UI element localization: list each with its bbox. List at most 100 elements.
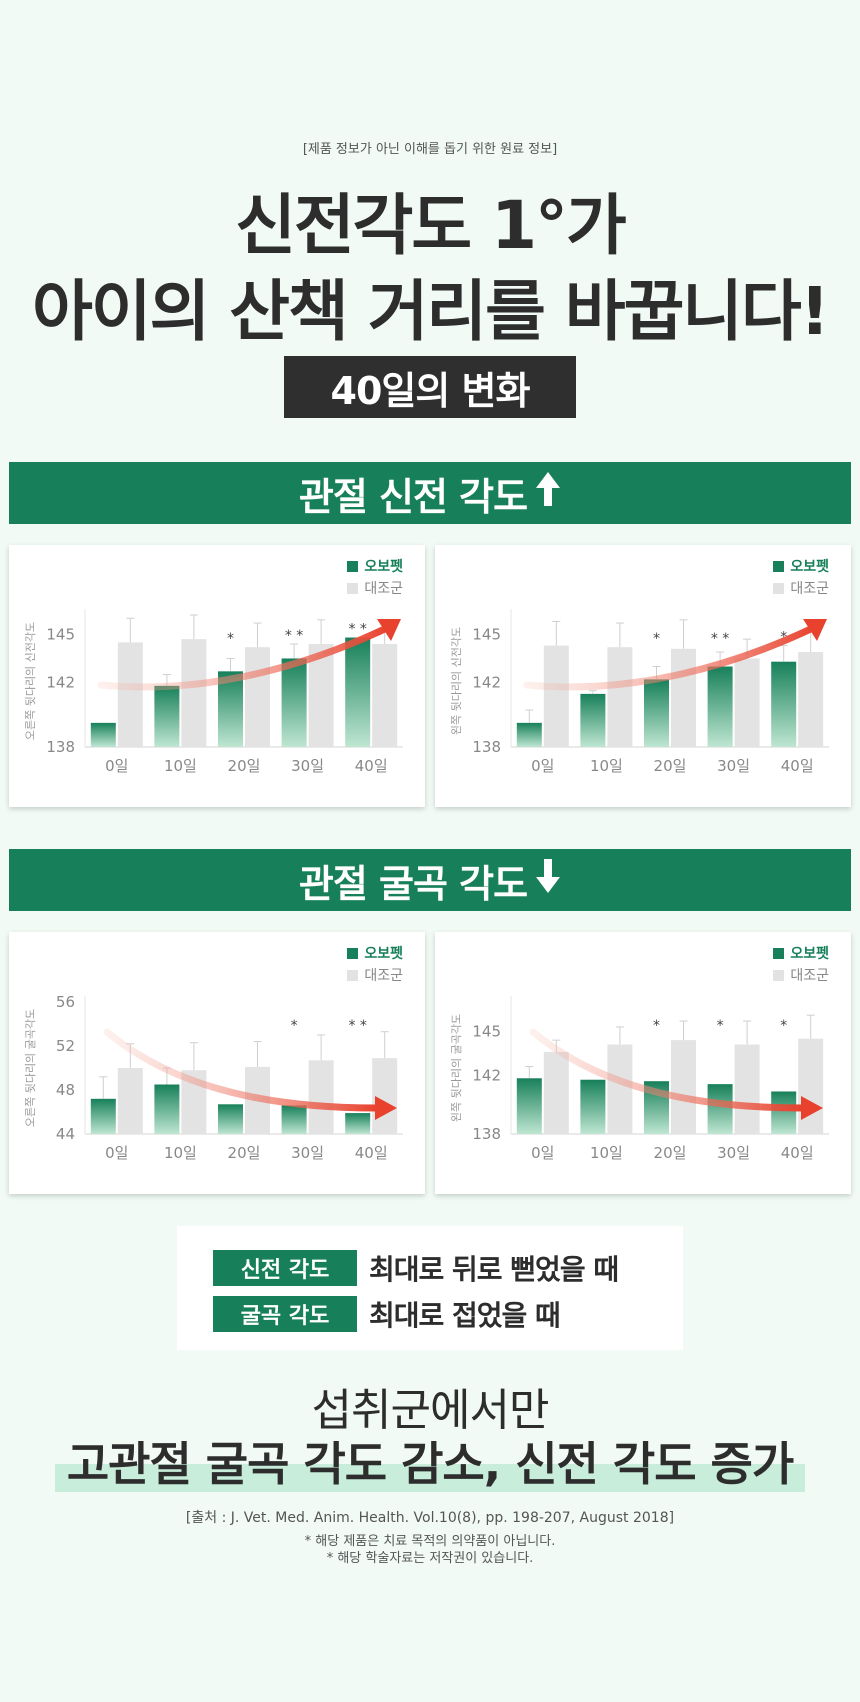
legend-treated: 오보펫 [364, 946, 403, 962]
bar-control [117, 642, 143, 747]
significance-mark: * [653, 631, 660, 647]
legend-control: 대조군 [364, 968, 403, 984]
bar-treated [516, 722, 542, 747]
legend-swatch-control [347, 969, 359, 981]
trend-arrow [529, 1028, 807, 1112]
extension-banner-title: 관절 신전 각도 [298, 474, 528, 519]
chart-card-flex-right: 44 48 52 56 오른쪽 뒷다리의 굴곡각도 0일 10일 20일 * 30일 * * 40일 … [9, 932, 425, 1194]
chart-flex-right: 44 48 52 56 오른쪽 뒷다리의 굴곡각도 0일 10일 20일 * 30일 * * 40일 [24, 993, 403, 1162]
bar-control [181, 639, 207, 747]
legend-swatch-treated [347, 947, 359, 959]
bar-control [543, 1051, 569, 1134]
x-tick-label: 30일 [717, 757, 750, 775]
trend-arrow [523, 623, 819, 691]
y-tick-label: 145 [472, 1022, 501, 1040]
x-tick-label: 0일 [105, 757, 128, 775]
x-tick-label: 20일 [228, 757, 261, 775]
bar-control [117, 1068, 143, 1134]
bar-treated [154, 685, 180, 747]
y-tick-label: 138 [472, 1125, 501, 1143]
bar-treated [218, 1104, 243, 1134]
headline-line1: 신전각도 1°가 [235, 187, 627, 264]
x-tick-label: 10일 [590, 1144, 623, 1162]
legend-swatch-control [773, 969, 785, 981]
chart-card-flex-left: 138 142 145 왼쪽 뒷다리의 굴곡각도 0일 10일 * 20일 * 30일 * 40일 오… [435, 932, 851, 1194]
chart-legend: 오보펫 대조군 [773, 555, 829, 599]
period-badge: 40일의 변화 [284, 356, 576, 418]
bar-treated [580, 693, 606, 747]
note-not-medicine: * 해당 제품은 치료 목적의 의약품이 아닙니다. [304, 1534, 556, 1549]
trend-arrow-head [801, 1096, 823, 1120]
y-tick-label: 48 [56, 1081, 75, 1099]
x-tick-label: 10일 [164, 1144, 197, 1162]
legend-swatch-treated [347, 560, 359, 572]
bar-treated [345, 637, 371, 747]
x-tick-label: 10일 [590, 757, 623, 775]
bar-treated [281, 658, 307, 747]
y-tick-label: 145 [46, 625, 75, 643]
bar-treated [771, 661, 797, 747]
bar-control [543, 645, 569, 747]
x-tick-label: 40일 [781, 1144, 814, 1162]
bar-control [245, 647, 270, 747]
x-tick-label: 0일 [531, 1144, 554, 1162]
trend-arrow [103, 1028, 381, 1112]
definition-tag-flexion: 굴곡 각도 [213, 1296, 357, 1332]
y-axis-label: 오른쪽 뒷다리의 굴곡각도 [24, 1009, 37, 1127]
legend-treated: 오보펫 [364, 559, 403, 575]
summary-highlight [55, 1464, 805, 1492]
legend-swatch-control [773, 582, 785, 594]
bar-treated [771, 1091, 797, 1134]
y-tick-label: 138 [472, 738, 501, 756]
disclaimer-top: [제품 정보가 아닌 이해를 돕기 위한 원료 정보] [302, 142, 558, 157]
significance-mark: * [717, 1018, 724, 1034]
bar-control [734, 658, 760, 747]
definition-desc-flexion: 최대로 접었을 때 [369, 1299, 561, 1332]
x-tick-label: 0일 [531, 757, 554, 775]
significance-mark: * * [348, 622, 366, 638]
chart-legend: 오보펫 대조군 [347, 942, 403, 986]
x-tick-label: 30일 [291, 1144, 324, 1162]
bar-control [308, 1060, 334, 1134]
bar-treated [90, 1098, 116, 1134]
summary-line1: 섭취군에서만 [311, 1385, 550, 1436]
y-axis-label: 오른쪽 뒷다리의 신전각도 [24, 622, 37, 740]
headline-line2: 아이의 산책 거리를 바꿉니다! [32, 273, 830, 350]
definition-box: 신전 각도 최대로 뒤로 뻗었을 때 굴곡 각도 최대로 접었을 때 [177, 1226, 683, 1350]
legend-control: 대조군 [790, 968, 829, 984]
x-tick-label: 40일 [355, 1144, 388, 1162]
significance-mark: * * [285, 628, 303, 644]
chart-flex-left: 138 142 145 왼쪽 뒷다리의 굴곡각도 0일 10일 * 20일 * 30일 * 40일 [449, 996, 829, 1162]
flexion-banner-title: 관절 굴곡 각도 [298, 861, 528, 906]
bar-treated [281, 1105, 307, 1134]
bar-treated [516, 1078, 542, 1134]
chart-legend: 오보펫 대조군 [773, 942, 829, 986]
extension-banner: 관절 신전 각도 [9, 462, 851, 524]
bar-control [607, 647, 633, 747]
source-citation: [출처 : J. Vet. Med. Anim. Health. Vol.10(… [185, 1510, 675, 1526]
x-tick-label: 20일 [228, 1144, 261, 1162]
bar-control [734, 1044, 760, 1134]
bar-control [671, 648, 696, 747]
bar-treated [707, 1084, 733, 1134]
chart-card-ext-left: 138 142 145 왼쪽 뒷다리의 신전각도 0일 10일 * 20일 * * 30일 * 40일… [435, 545, 851, 807]
x-tick-label: 10일 [164, 757, 197, 775]
y-tick-label: 142 [46, 674, 75, 692]
definition-desc-extension: 최대로 뒤로 뻗었을 때 [369, 1253, 619, 1286]
trend-arrow [97, 623, 393, 691]
bar-treated [644, 679, 669, 747]
summary-line2: 고관절 굴곡 각도 감소, 신전 각도 증가 [66, 1437, 794, 1491]
bar-control [798, 1038, 824, 1134]
x-tick-label: 30일 [717, 1144, 750, 1162]
x-tick-label: 0일 [105, 1144, 128, 1162]
chart-legend: 오보펫 대조군 [347, 555, 403, 599]
bar-control [372, 643, 398, 747]
bar-treated [707, 666, 733, 747]
legend-control: 대조군 [790, 581, 829, 597]
legend-swatch-control [347, 582, 359, 594]
significance-mark: * [653, 1018, 660, 1034]
significance-mark: * [291, 1018, 298, 1034]
chart-card-ext-right: 138 142 145 오른쪽 뒷다리의 신전각도 0일 10일 * 20일 * * 30일 * *… [9, 545, 425, 807]
bar-control [798, 652, 824, 747]
